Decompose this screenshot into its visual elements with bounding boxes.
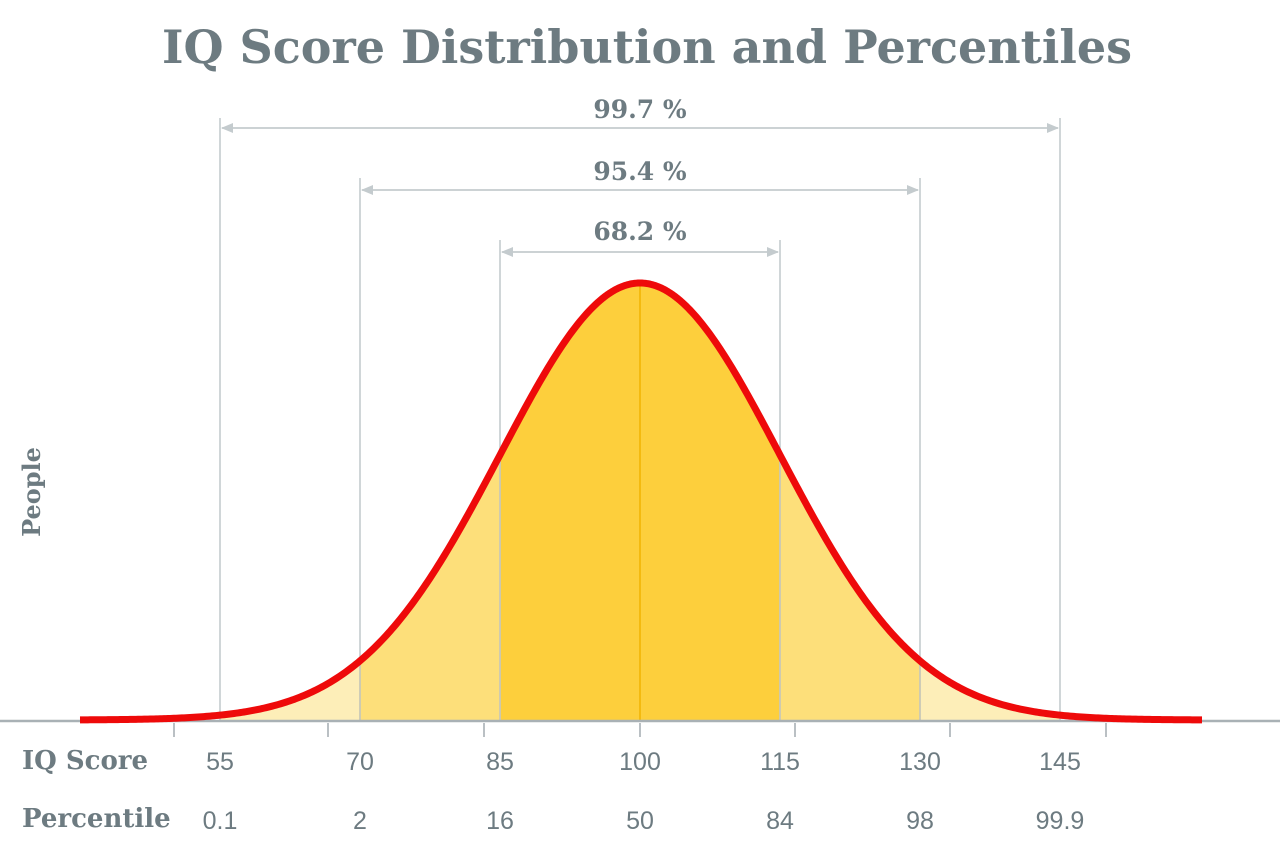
range-arrowhead-left-0 [221, 123, 233, 133]
range-label-1: 95.4 % [593, 157, 687, 186]
iq-score-label-85: 85 [486, 748, 514, 776]
range-label-2: 68.2 % [593, 217, 687, 246]
percentile-label-84: 84 [766, 807, 794, 835]
y-axis-label: People [17, 447, 46, 537]
iq-score-row-label: IQ Score [22, 746, 148, 776]
tick-labels: 55 70 85 100 115 130 145 0.1 2 16 50 84 98 99.9 [203, 748, 1085, 835]
iq-score-label-100: 100 [619, 748, 661, 776]
iq-score-label-130: 130 [899, 748, 941, 776]
x-axis [0, 719, 1280, 737]
band-55-70 [220, 660, 360, 720]
percentile-label-0.1: 0.1 [203, 807, 238, 835]
percentile-label-99.9: 99.9 [1036, 807, 1085, 835]
range-arrowhead-left-1 [361, 185, 373, 195]
band-130-145 [920, 660, 1060, 720]
bell-curve [78, 279, 1204, 724]
iq-score-label-55: 55 [206, 748, 234, 776]
iq-score-label-115: 115 [760, 748, 800, 776]
percentile-label-2: 2 [353, 807, 367, 835]
range-arrowhead-left-2 [501, 247, 513, 257]
iq-score-label-145: 145 [1039, 748, 1081, 776]
percentile-label-98: 98 [906, 807, 934, 835]
percentile-label-16: 16 [486, 807, 514, 835]
percentile-label-50: 50 [626, 807, 654, 835]
percentile-row-label: Percentile [22, 804, 171, 834]
range-arrowhead-right-0 [1047, 123, 1059, 133]
chart-title: IQ Score Distribution and Percentiles [162, 20, 1132, 74]
range-arrowhead-right-2 [767, 247, 779, 257]
range-arrowhead-right-1 [907, 185, 919, 195]
range-guides: 99.7 % 95.4 % 68.2 % [219, 95, 1061, 720]
iq-score-label-70: 70 [346, 748, 374, 776]
range-label-0: 99.7 % [593, 95, 687, 124]
